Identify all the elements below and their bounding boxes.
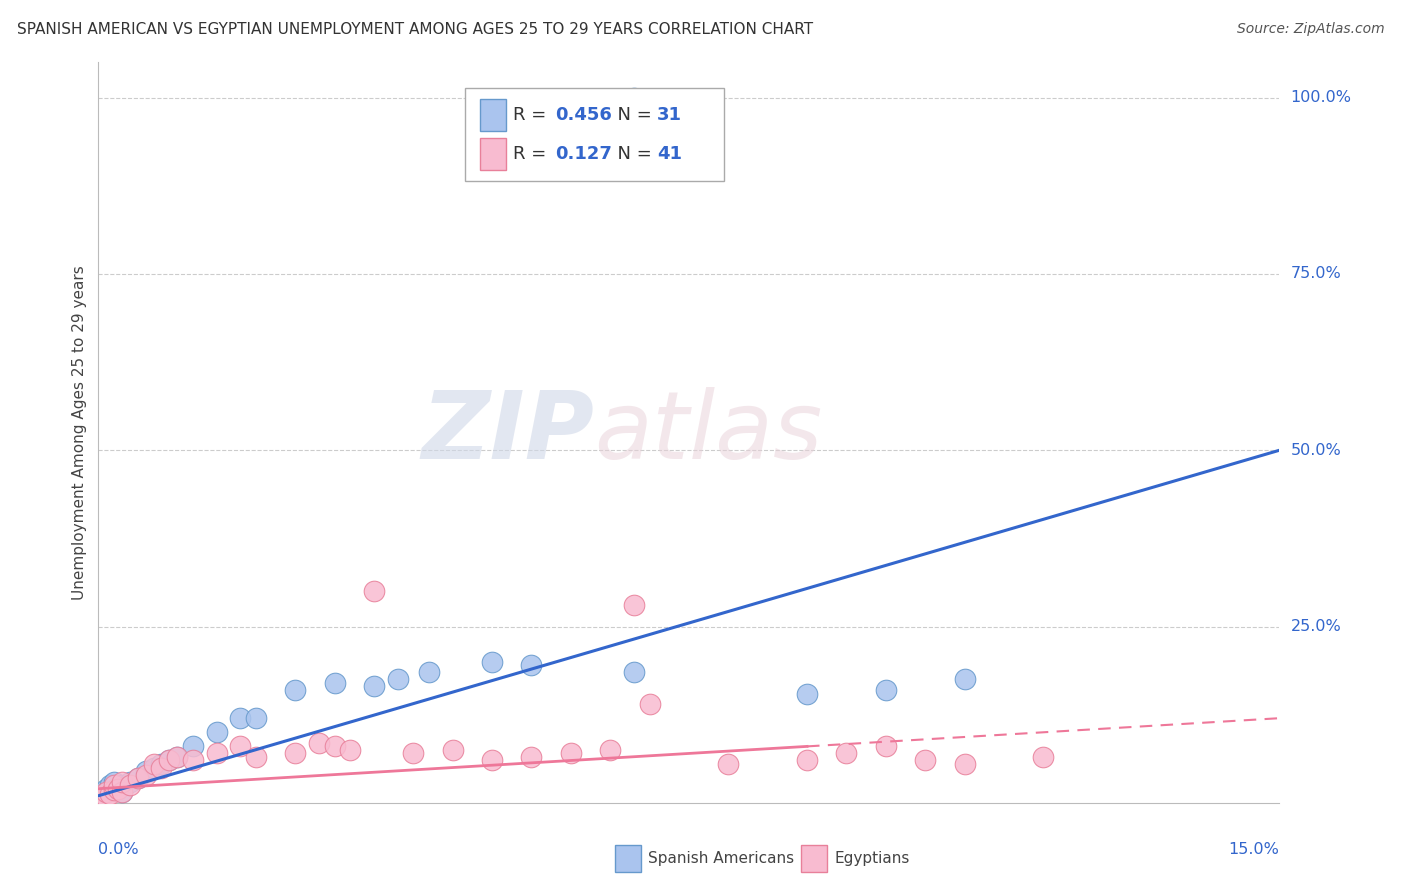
Point: [284, 683, 307, 698]
Point: [111, 785, 134, 799]
Point: [157, 754, 180, 768]
Text: 41: 41: [657, 145, 682, 163]
Point: [229, 711, 252, 725]
Y-axis label: Unemployment Among Ages 25 to 29 years: Unemployment Among Ages 25 to 29 years: [72, 265, 87, 600]
Point: [91, 789, 114, 803]
Point: [796, 754, 818, 768]
Text: 25.0%: 25.0%: [1291, 619, 1341, 634]
Point: [91, 789, 114, 803]
Text: N =: N =: [606, 106, 658, 124]
Point: [142, 757, 165, 772]
Point: [953, 673, 976, 687]
Point: [96, 785, 118, 799]
Text: Egyptians: Egyptians: [834, 851, 910, 866]
Point: [520, 750, 543, 764]
Point: [623, 91, 645, 105]
Text: 0.127: 0.127: [555, 145, 613, 163]
Point: [599, 743, 621, 757]
Point: [623, 599, 645, 613]
Point: [914, 754, 936, 768]
FancyBboxPatch shape: [479, 138, 506, 170]
Text: N =: N =: [606, 145, 658, 163]
Point: [107, 781, 129, 796]
Point: [308, 736, 330, 750]
Point: [796, 686, 818, 700]
Point: [284, 747, 307, 761]
Point: [205, 747, 228, 761]
Point: [166, 750, 188, 764]
Point: [103, 783, 125, 797]
Point: [441, 743, 464, 757]
Point: [111, 774, 134, 789]
Point: [953, 757, 976, 772]
Point: [157, 754, 180, 768]
Point: [96, 781, 118, 796]
Point: [245, 750, 267, 764]
Text: 75.0%: 75.0%: [1291, 267, 1341, 282]
Text: 0.456: 0.456: [555, 106, 613, 124]
Text: ZIP: ZIP: [422, 386, 595, 479]
Point: [875, 739, 897, 754]
Point: [638, 697, 661, 711]
Text: 50.0%: 50.0%: [1291, 442, 1341, 458]
FancyBboxPatch shape: [801, 845, 827, 871]
Point: [103, 783, 125, 797]
Text: Spanish Americans: Spanish Americans: [648, 851, 794, 866]
Point: [205, 725, 228, 739]
Point: [387, 673, 409, 687]
Point: [418, 665, 440, 680]
Point: [363, 584, 385, 599]
Point: [363, 680, 385, 694]
Point: [142, 760, 165, 774]
Point: [98, 778, 121, 792]
Point: [481, 754, 503, 768]
FancyBboxPatch shape: [479, 99, 506, 131]
Point: [181, 739, 204, 754]
FancyBboxPatch shape: [464, 88, 724, 181]
Point: [402, 747, 425, 761]
Text: R =: R =: [513, 106, 553, 124]
Point: [118, 778, 141, 792]
Point: [103, 774, 125, 789]
Point: [166, 750, 188, 764]
FancyBboxPatch shape: [614, 845, 641, 871]
Point: [875, 683, 897, 698]
Point: [103, 778, 125, 792]
Point: [135, 764, 157, 778]
Point: [835, 747, 858, 761]
Point: [127, 771, 149, 785]
Text: 31: 31: [657, 106, 682, 124]
Text: Source: ZipAtlas.com: Source: ZipAtlas.com: [1237, 22, 1385, 37]
Point: [717, 757, 740, 772]
Text: R =: R =: [513, 145, 553, 163]
Text: atlas: atlas: [595, 387, 823, 478]
Point: [229, 739, 252, 754]
Point: [96, 790, 118, 805]
Point: [181, 754, 204, 768]
Point: [339, 743, 361, 757]
Point: [245, 711, 267, 725]
Point: [560, 747, 582, 761]
Point: [481, 655, 503, 669]
Text: 100.0%: 100.0%: [1291, 90, 1351, 105]
Point: [150, 757, 173, 772]
Point: [127, 771, 149, 785]
Text: 15.0%: 15.0%: [1229, 842, 1279, 856]
Text: SPANISH AMERICAN VS EGYPTIAN UNEMPLOYMENT AMONG AGES 25 TO 29 YEARS CORRELATION : SPANISH AMERICAN VS EGYPTIAN UNEMPLOYMEN…: [17, 22, 813, 37]
Point: [111, 778, 134, 792]
Point: [150, 760, 173, 774]
Point: [323, 676, 346, 690]
Point: [111, 785, 134, 799]
Text: 0.0%: 0.0%: [98, 842, 139, 856]
Point: [98, 788, 121, 802]
Point: [323, 739, 346, 754]
Point: [107, 781, 129, 796]
Point: [118, 774, 141, 789]
Point: [96, 785, 118, 799]
Point: [135, 767, 157, 781]
Point: [623, 665, 645, 680]
Point: [90, 792, 112, 806]
Point: [1032, 750, 1054, 764]
Point: [520, 658, 543, 673]
